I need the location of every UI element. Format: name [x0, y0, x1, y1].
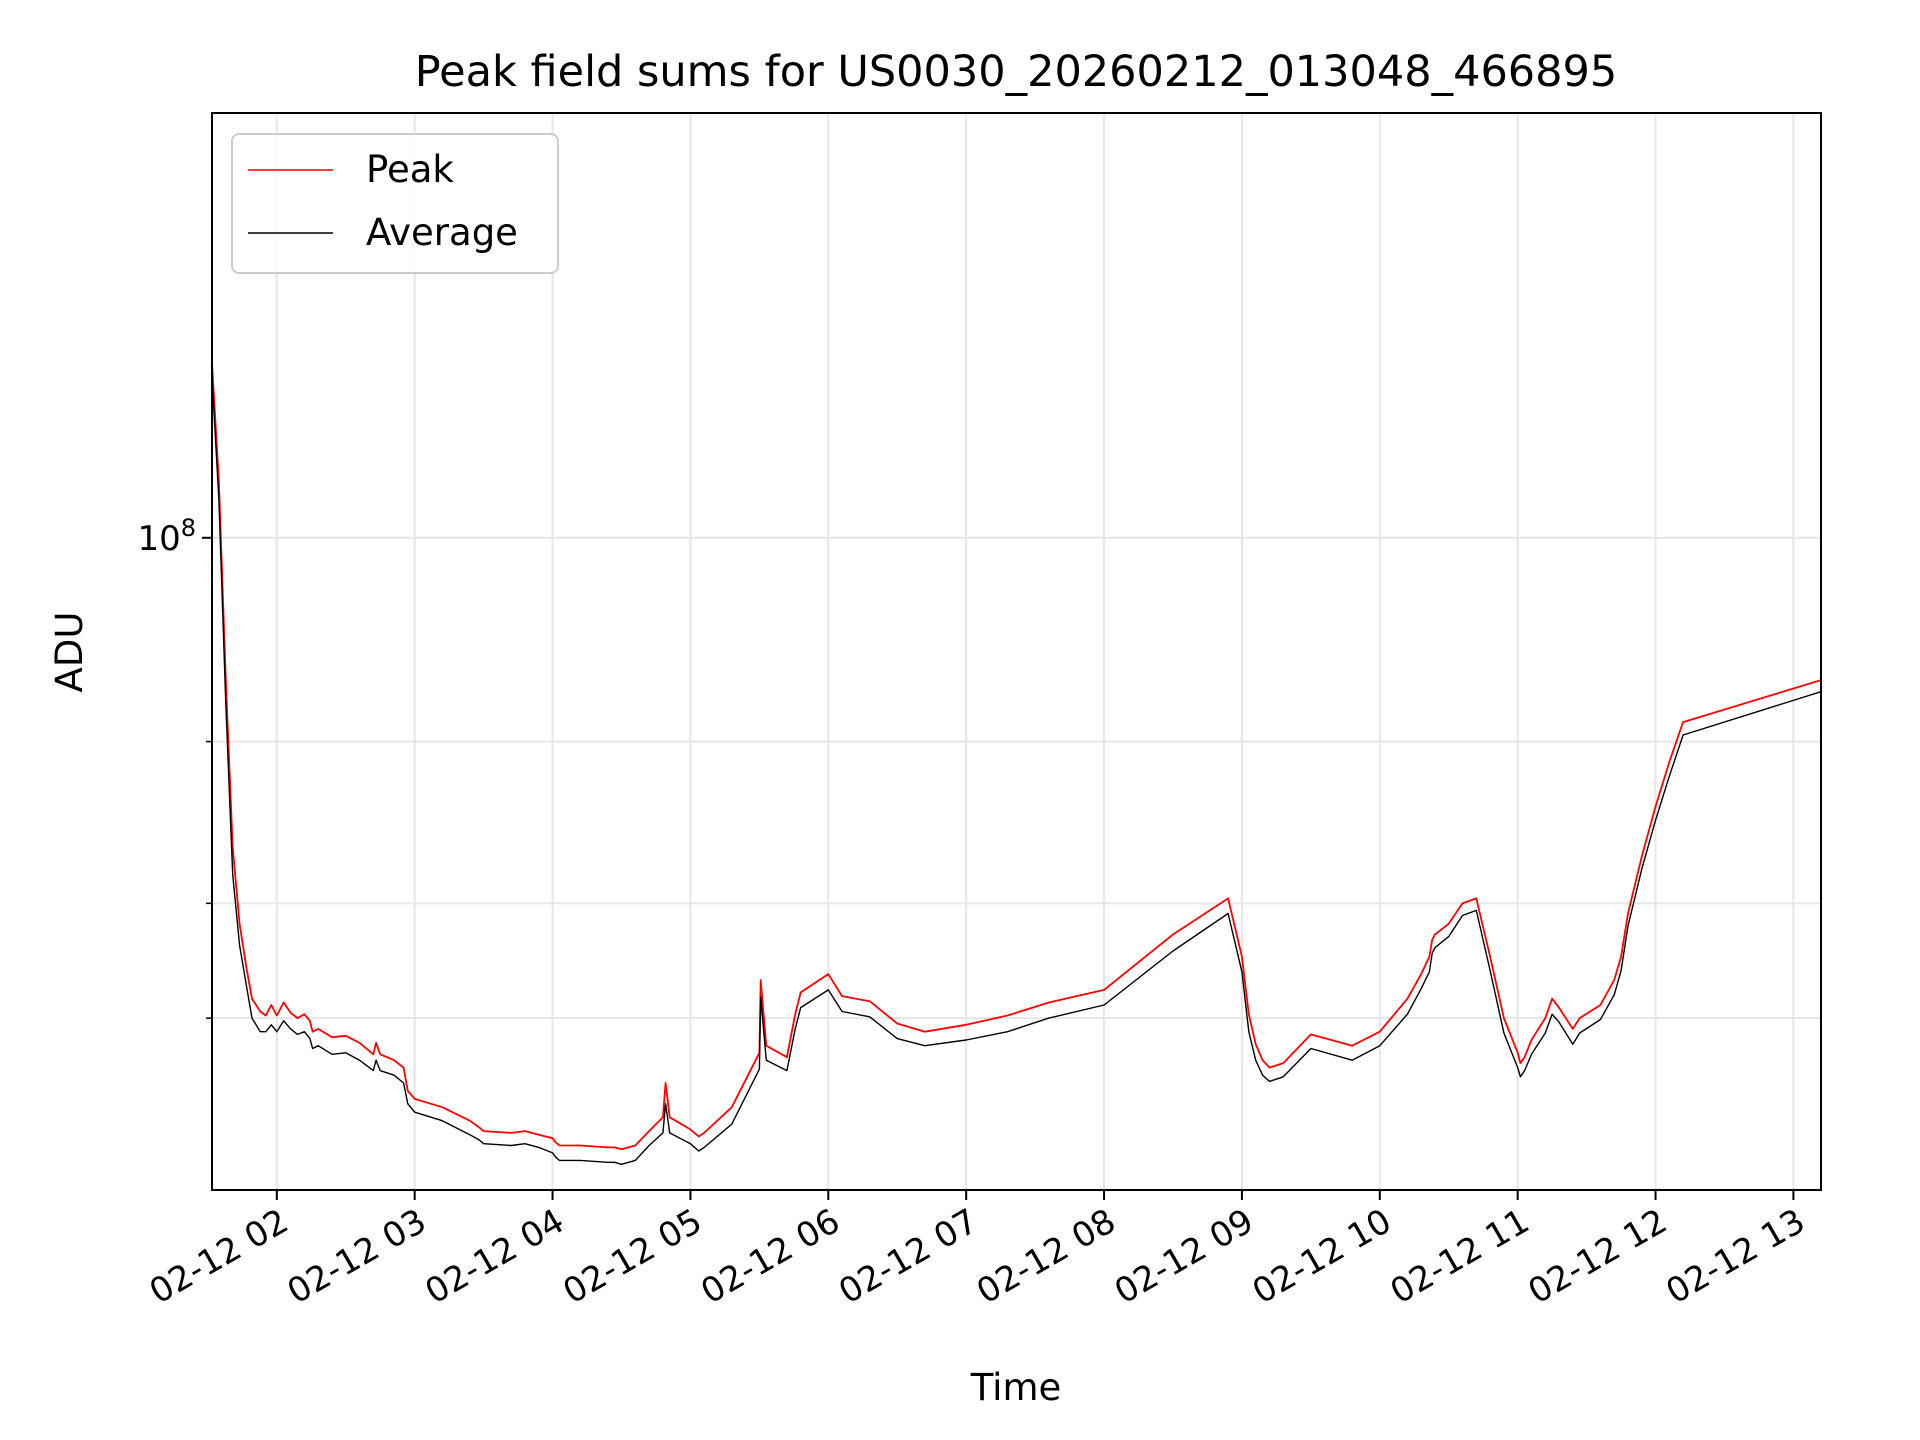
series-line-average [211, 375, 1822, 1166]
x-axis-label: Time [970, 1366, 1062, 1409]
series-layer [211, 362, 1822, 1166]
legend-peak-label: Peak [366, 148, 454, 191]
y-axis-ticks: 108 [137, 514, 212, 1019]
axes-frame [211, 112, 1822, 1191]
plot-area [212, 113, 1821, 1190]
y-gridlines [212, 536, 1821, 1020]
x-gridlines [275, 113, 1795, 1190]
legend-average-label: Average [366, 211, 518, 254]
legend: Peak Average [231, 133, 559, 274]
legend-box [231, 133, 559, 274]
y-axis-label: ADU [48, 612, 91, 693]
chart-title: Peak field sums for US0030_20260212_0130… [415, 47, 1618, 97]
y-tick-label: 108 [137, 514, 196, 559]
